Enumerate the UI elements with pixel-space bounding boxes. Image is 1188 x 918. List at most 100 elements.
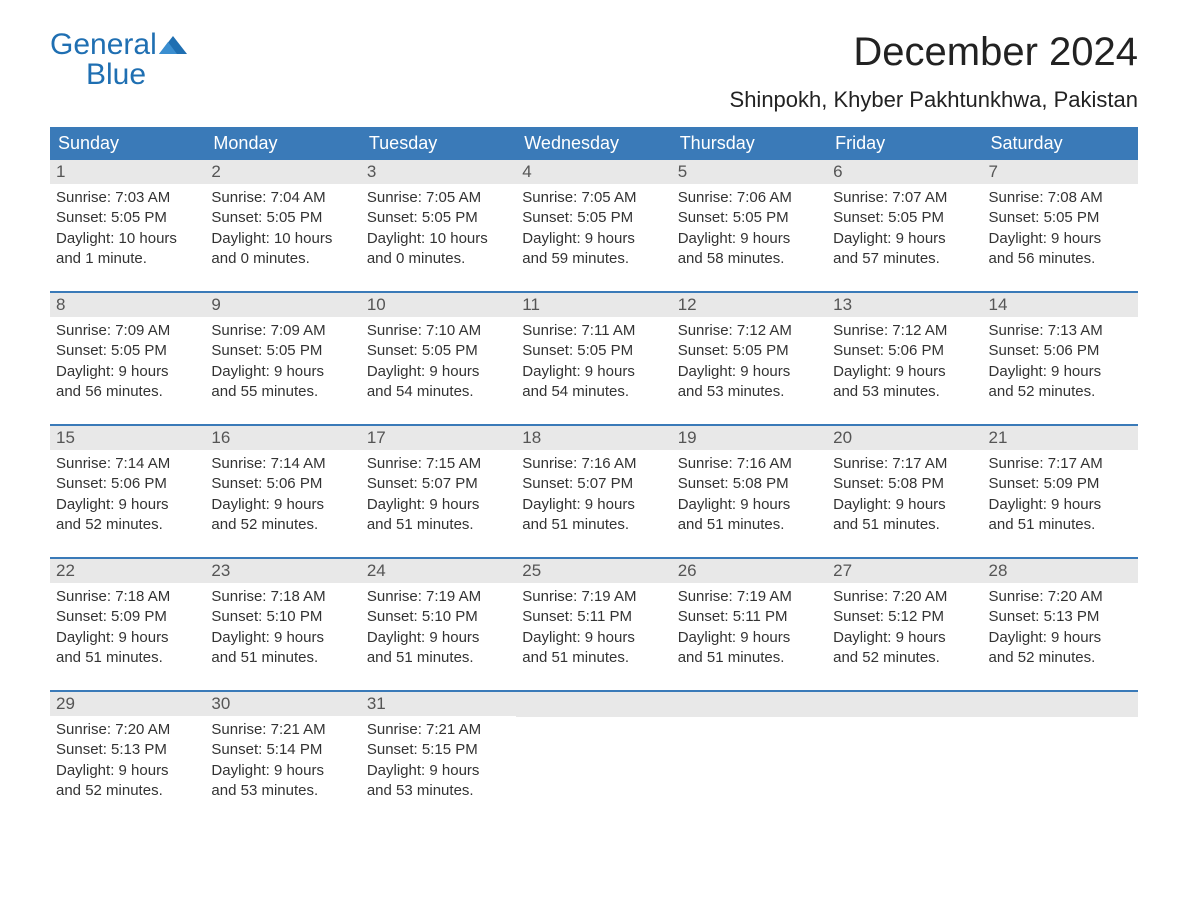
month-title: December 2024	[730, 30, 1138, 75]
day-cell: 26Sunrise: 7:19 AMSunset: 5:11 PMDayligh…	[672, 559, 827, 672]
day-number: 28	[983, 559, 1138, 583]
sunset-text: Sunset: 5:13 PM	[56, 740, 199, 760]
daylight-line2: and 51 minutes.	[56, 648, 199, 668]
sunrise-text: Sunrise: 7:12 AM	[678, 321, 821, 341]
day-cell: 24Sunrise: 7:19 AMSunset: 5:10 PMDayligh…	[361, 559, 516, 672]
day-body: Sunrise: 7:14 AMSunset: 5:06 PMDaylight:…	[205, 450, 360, 539]
day-body: Sunrise: 7:20 AMSunset: 5:12 PMDaylight:…	[827, 583, 982, 672]
day-number: 1	[50, 160, 205, 184]
sunrise-text: Sunrise: 7:13 AM	[989, 321, 1132, 341]
daylight-line2: and 51 minutes.	[833, 515, 976, 535]
daylight-line1: Daylight: 9 hours	[522, 628, 665, 648]
sunset-text: Sunset: 5:05 PM	[833, 208, 976, 228]
daylight-line1: Daylight: 9 hours	[211, 628, 354, 648]
sunset-text: Sunset: 5:07 PM	[367, 474, 510, 494]
day-body: Sunrise: 7:04 AMSunset: 5:05 PMDaylight:…	[205, 184, 360, 273]
week-row: 22Sunrise: 7:18 AMSunset: 5:09 PMDayligh…	[50, 557, 1138, 672]
daylight-line1: Daylight: 9 hours	[678, 628, 821, 648]
day-number: 18	[516, 426, 671, 450]
day-number: 9	[205, 293, 360, 317]
sunset-text: Sunset: 5:06 PM	[211, 474, 354, 494]
day-number: 17	[361, 426, 516, 450]
sunset-text: Sunset: 5:09 PM	[56, 607, 199, 627]
sunset-text: Sunset: 5:05 PM	[56, 341, 199, 361]
sunrise-text: Sunrise: 7:06 AM	[678, 188, 821, 208]
day-number: 31	[361, 692, 516, 716]
sunrise-text: Sunrise: 7:11 AM	[522, 321, 665, 341]
day-header-tuesday: Tuesday	[361, 127, 516, 160]
daylight-line1: Daylight: 9 hours	[367, 495, 510, 515]
day-body: Sunrise: 7:18 AMSunset: 5:09 PMDaylight:…	[50, 583, 205, 672]
daylight-line1: Daylight: 9 hours	[833, 628, 976, 648]
day-body: Sunrise: 7:18 AMSunset: 5:10 PMDaylight:…	[205, 583, 360, 672]
header: General Blue December 2024 Shinpokh, Khy…	[50, 30, 1138, 113]
sunrise-text: Sunrise: 7:03 AM	[56, 188, 199, 208]
day-body: Sunrise: 7:06 AMSunset: 5:05 PMDaylight:…	[672, 184, 827, 273]
day-header-monday: Monday	[205, 127, 360, 160]
day-number: 19	[672, 426, 827, 450]
daylight-line1: Daylight: 9 hours	[989, 628, 1132, 648]
day-body: Sunrise: 7:11 AMSunset: 5:05 PMDaylight:…	[516, 317, 671, 406]
daylight-line2: and 54 minutes.	[367, 382, 510, 402]
daylight-line2: and 51 minutes.	[367, 648, 510, 668]
daylight-line2: and 0 minutes.	[367, 249, 510, 269]
day-number: 14	[983, 293, 1138, 317]
day-body: Sunrise: 7:08 AMSunset: 5:05 PMDaylight:…	[983, 184, 1138, 273]
day-number: 26	[672, 559, 827, 583]
daylight-line2: and 52 minutes.	[833, 648, 976, 668]
day-cell: 15Sunrise: 7:14 AMSunset: 5:06 PMDayligh…	[50, 426, 205, 539]
daylight-line1: Daylight: 9 hours	[367, 628, 510, 648]
sunrise-text: Sunrise: 7:19 AM	[367, 587, 510, 607]
day-cell: 1Sunrise: 7:03 AMSunset: 5:05 PMDaylight…	[50, 160, 205, 273]
day-body: Sunrise: 7:07 AMSunset: 5:05 PMDaylight:…	[827, 184, 982, 273]
day-body: Sunrise: 7:03 AMSunset: 5:05 PMDaylight:…	[50, 184, 205, 273]
day-body: Sunrise: 7:05 AMSunset: 5:05 PMDaylight:…	[361, 184, 516, 273]
calendar: Sunday Monday Tuesday Wednesday Thursday…	[50, 127, 1138, 805]
day-cell: 10Sunrise: 7:10 AMSunset: 5:05 PMDayligh…	[361, 293, 516, 406]
sunset-text: Sunset: 5:05 PM	[367, 208, 510, 228]
sunrise-text: Sunrise: 7:14 AM	[56, 454, 199, 474]
sunrise-text: Sunrise: 7:05 AM	[367, 188, 510, 208]
day-number: 16	[205, 426, 360, 450]
daylight-line2: and 52 minutes.	[211, 515, 354, 535]
daylight-line2: and 58 minutes.	[678, 249, 821, 269]
day-number: 30	[205, 692, 360, 716]
day-cell: 6Sunrise: 7:07 AMSunset: 5:05 PMDaylight…	[827, 160, 982, 273]
day-cell: 20Sunrise: 7:17 AMSunset: 5:08 PMDayligh…	[827, 426, 982, 539]
daylight-line1: Daylight: 9 hours	[833, 362, 976, 382]
day-cell: 17Sunrise: 7:15 AMSunset: 5:07 PMDayligh…	[361, 426, 516, 539]
day-number: 11	[516, 293, 671, 317]
day-header-friday: Friday	[827, 127, 982, 160]
sunrise-text: Sunrise: 7:20 AM	[989, 587, 1132, 607]
day-number: 15	[50, 426, 205, 450]
day-header-sunday: Sunday	[50, 127, 205, 160]
day-body: Sunrise: 7:20 AMSunset: 5:13 PMDaylight:…	[983, 583, 1138, 672]
daylight-line1: Daylight: 9 hours	[211, 495, 354, 515]
day-body: Sunrise: 7:15 AMSunset: 5:07 PMDaylight:…	[361, 450, 516, 539]
daylight-line1: Daylight: 9 hours	[211, 362, 354, 382]
daylight-line1: Daylight: 9 hours	[678, 362, 821, 382]
day-cell: 30Sunrise: 7:21 AMSunset: 5:14 PMDayligh…	[205, 692, 360, 805]
sunset-text: Sunset: 5:05 PM	[989, 208, 1132, 228]
day-cell: 4Sunrise: 7:05 AMSunset: 5:05 PMDaylight…	[516, 160, 671, 273]
daylight-line2: and 52 minutes.	[989, 382, 1132, 402]
title-block: December 2024 Shinpokh, Khyber Pakhtunkh…	[730, 30, 1138, 113]
day-number: 8	[50, 293, 205, 317]
day-body: Sunrise: 7:12 AMSunset: 5:06 PMDaylight:…	[827, 317, 982, 406]
sunset-text: Sunset: 5:11 PM	[522, 607, 665, 627]
day-body: Sunrise: 7:12 AMSunset: 5:05 PMDaylight:…	[672, 317, 827, 406]
daylight-line2: and 51 minutes.	[678, 648, 821, 668]
sunset-text: Sunset: 5:05 PM	[522, 208, 665, 228]
day-cell: 21Sunrise: 7:17 AMSunset: 5:09 PMDayligh…	[983, 426, 1138, 539]
day-body: Sunrise: 7:19 AMSunset: 5:11 PMDaylight:…	[672, 583, 827, 672]
sunrise-text: Sunrise: 7:21 AM	[367, 720, 510, 740]
sunrise-text: Sunrise: 7:19 AM	[522, 587, 665, 607]
sunrise-text: Sunrise: 7:20 AM	[833, 587, 976, 607]
daylight-line2: and 55 minutes.	[211, 382, 354, 402]
sunset-text: Sunset: 5:06 PM	[833, 341, 976, 361]
day-body: Sunrise: 7:21 AMSunset: 5:15 PMDaylight:…	[361, 716, 516, 805]
day-header-thursday: Thursday	[672, 127, 827, 160]
daylight-line1: Daylight: 9 hours	[833, 495, 976, 515]
daylight-line2: and 52 minutes.	[56, 781, 199, 801]
sunset-text: Sunset: 5:15 PM	[367, 740, 510, 760]
